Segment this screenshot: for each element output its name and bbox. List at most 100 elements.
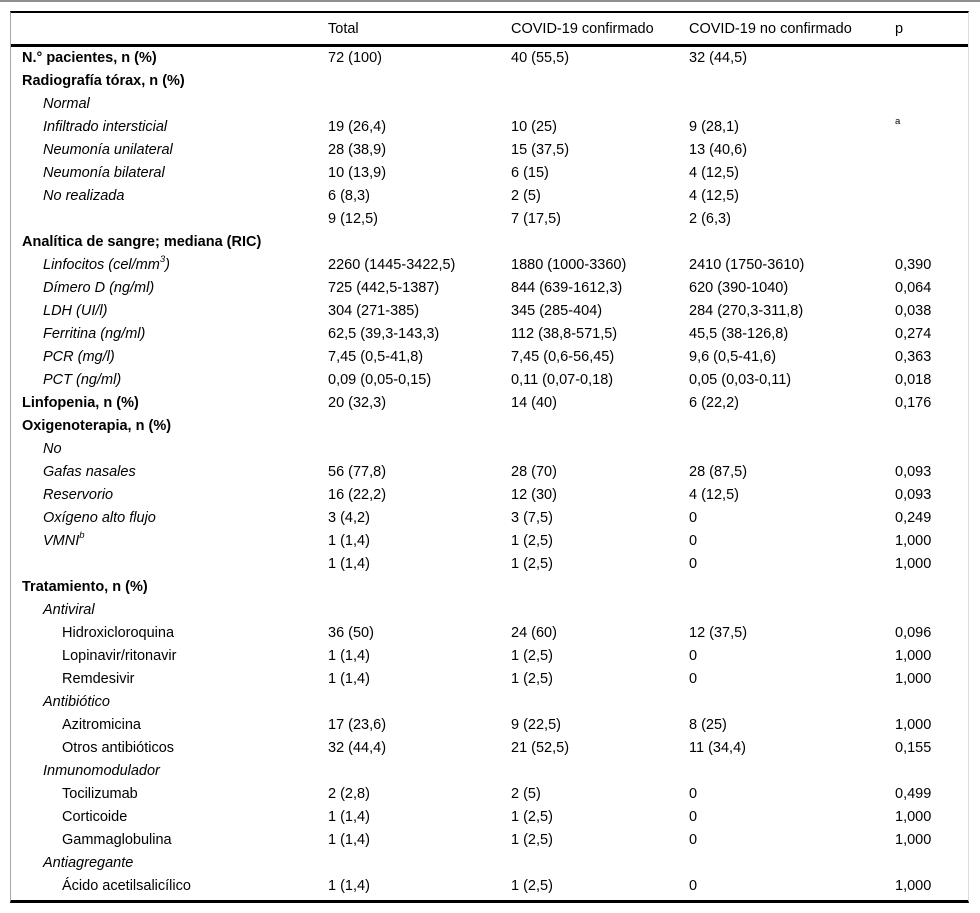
table-row: 9 (12,5) 7 (17,5) 2 (6,3) <box>11 208 968 231</box>
table-row: Antiagregante <box>11 852 968 875</box>
cell-covid-confirmed: 10 (25) <box>511 119 557 135</box>
cell-total: 0,09 (0,05-0,15) <box>328 372 432 388</box>
cell-total: 1 (1,4) <box>328 832 370 848</box>
table-row: No realizada 6 (8,3) 2 (5) 4 (12,5) <box>11 185 968 208</box>
row-label: LDH (UI/l) <box>43 303 108 319</box>
cell-covid-confirmed: 14 (40) <box>511 395 557 411</box>
table-row: Gammaglobulina 1 (1,4) 1 (2,5) 0 1,000 <box>11 829 968 852</box>
cell-covid-confirmed: 1 (2,5) <box>511 533 553 549</box>
row-label: Neumonía unilateral <box>43 142 173 158</box>
cell-covid-not-confirmed: 4 (12,5) <box>689 487 739 503</box>
row-label: No realizada <box>43 188 125 204</box>
cell-p-value: 0,018 <box>895 372 932 388</box>
cell-total: 304 (271-385) <box>328 303 420 319</box>
cell-covid-confirmed: 1 (2,5) <box>511 878 553 894</box>
row-label: Ferritina (ng/ml) <box>43 326 146 342</box>
row-label: Lopinavir/ritonavir <box>62 648 177 664</box>
table-row: Azitromicina 17 (23,6) 9 (22,5) 8 (25) 1,000 <box>11 714 968 737</box>
table-row: Neumonía unilateral 28 (38,9) 15 (37,5) 13 … <box>11 139 968 162</box>
row-label: Dímero D (ng/ml) <box>43 280 155 296</box>
table-row: Inmunomodulador <box>11 760 968 783</box>
row-label: Radiografía tórax, n (%) <box>22 73 185 89</box>
cell-covid-confirmed: 2 (5) <box>511 188 541 204</box>
cell-covid-confirmed: 7 (17,5) <box>511 211 561 227</box>
row-label: Oxígeno alto flujo <box>43 510 156 526</box>
cell-total: 19 (26,4) <box>328 119 387 135</box>
table-row: Antiviral <box>11 599 968 622</box>
cell-covid-not-confirmed: 0 <box>689 786 698 802</box>
cell-covid-not-confirmed: 28 (87,5) <box>689 464 748 480</box>
row-label: PCT (ng/ml) <box>43 372 122 388</box>
row-label: PCR (mg/l) <box>43 349 115 365</box>
label-superscript: 3 <box>159 254 166 266</box>
cell-total: 32 (44,4) <box>328 740 387 756</box>
cell-covid-not-confirmed: 0 <box>689 533 698 549</box>
p-superscript: a <box>895 116 901 128</box>
cell-covid-confirmed: 9 (22,5) <box>511 717 561 733</box>
cell-covid-not-confirmed: 620 (390-1040) <box>689 280 789 296</box>
cell-covid-confirmed: 1 (2,5) <box>511 832 553 848</box>
cell-covid-confirmed: 24 (60) <box>511 625 557 641</box>
cell-p-value: 0,363 <box>895 349 932 365</box>
table-row: Normal <box>11 93 968 116</box>
cell-total: 62,5 (39,3-143,3) <box>328 326 440 342</box>
cell-covid-not-confirmed: 2 (6,3) <box>689 211 731 227</box>
window-top-edge <box>0 0 980 2</box>
cell-p-value: 1,000 <box>895 832 932 848</box>
cell-p-value: 1,000 <box>895 671 932 687</box>
table-row: 1 (1,4) 1 (2,5) 0 1,000 <box>11 553 968 576</box>
cell-p-value: 1,000 <box>895 717 932 733</box>
cell-covid-not-confirmed: 13 (40,6) <box>689 142 748 158</box>
cell-total: 7,45 (0,5-41,8) <box>328 349 424 365</box>
table-row: No <box>11 438 968 461</box>
row-label: Analítica de sangre; mediana (RIC) <box>22 234 262 250</box>
cell-covid-confirmed: 1 (2,5) <box>511 648 553 664</box>
cell-total: 1 (1,4) <box>328 533 370 549</box>
cell-p-value: 0,096 <box>895 625 932 641</box>
cell-covid-not-confirmed: 0 <box>689 809 698 825</box>
table-body: N.° pacientes, n (%) 72 (100) 40 (55,5) 32 … <box>11 47 968 900</box>
cell-total: 6 (8,3) <box>328 188 370 204</box>
table-row: VMNIb 1 (1,4) 1 (2,5) 0 1,000 <box>11 530 968 553</box>
cell-covid-confirmed: 40 (55,5) <box>511 50 570 66</box>
cell-covid-confirmed: 6 (15) <box>511 165 549 181</box>
row-label: Normal <box>43 96 90 112</box>
cell-p-value: 1,000 <box>895 556 932 572</box>
cell-covid-confirmed: 1 (2,5) <box>511 556 553 572</box>
table-row: PCT (ng/ml) 0,09 (0,05-0,15) 0,11 (0,07-0,… <box>11 369 968 392</box>
row-label: Gafas nasales <box>43 464 136 480</box>
cell-covid-not-confirmed: 0 <box>689 671 698 687</box>
cell-covid-not-confirmed: 11 (34,4) <box>689 740 746 756</box>
row-label: Antiviral <box>43 602 95 618</box>
cell-covid-confirmed: 1880 (1000-3360) <box>511 257 627 273</box>
cell-covid-confirmed: 0,11 (0,07-0,18) <box>511 372 614 388</box>
table-row: Neumonía bilateral 10 (13,9) 6 (15) 4 (12,5… <box>11 162 968 185</box>
table-row: Corticoide 1 (1,4) 1 (2,5) 0 1,000 <box>11 806 968 829</box>
cell-covid-not-confirmed: 0,05 (0,03-0,11) <box>689 372 792 388</box>
table-row: Remdesivir 1 (1,4) 1 (2,5) 0 1,000 <box>11 668 968 691</box>
cell-covid-not-confirmed: 4 (12,5) <box>689 165 739 181</box>
cell-total: 36 (50) <box>328 625 374 641</box>
row-label: Reservorio <box>43 487 114 503</box>
cell-covid-confirmed: 3 (7,5) <box>511 510 553 526</box>
cell-total: 1 (1,4) <box>328 878 370 894</box>
cell-p-value: 0,249 <box>895 510 932 526</box>
cell-total: 20 (32,3) <box>328 395 387 411</box>
cell-total: 2260 (1445-3422,5) <box>328 257 456 273</box>
cell-covid-not-confirmed: 4 (12,5) <box>689 188 739 204</box>
row-label: N.° pacientes, n (%) <box>22 50 157 66</box>
cell-covid-not-confirmed: 6 (22,2) <box>689 395 739 411</box>
cell-p-value: 0,093 <box>895 487 932 503</box>
cell-covid-confirmed: 844 (639-1612,3) <box>511 280 623 296</box>
cell-total: 9 (12,5) <box>328 211 378 227</box>
cell-covid-not-confirmed: 32 (44,5) <box>689 50 748 66</box>
row-label: No <box>43 441 62 457</box>
table-row: Linfopenia, n (%) 20 (32,3) 14 (40) 6 (22,2… <box>11 392 968 415</box>
cell-p-value: 0,038 <box>895 303 932 319</box>
table-row: Antibiótico <box>11 691 968 714</box>
cell-p-value: 1,000 <box>895 878 932 894</box>
row-label: Oxigenoterapia, n (%) <box>22 418 172 434</box>
cell-covid-confirmed: 2 (5) <box>511 786 541 802</box>
row-label: Linfopenia, n (%) <box>22 395 139 411</box>
